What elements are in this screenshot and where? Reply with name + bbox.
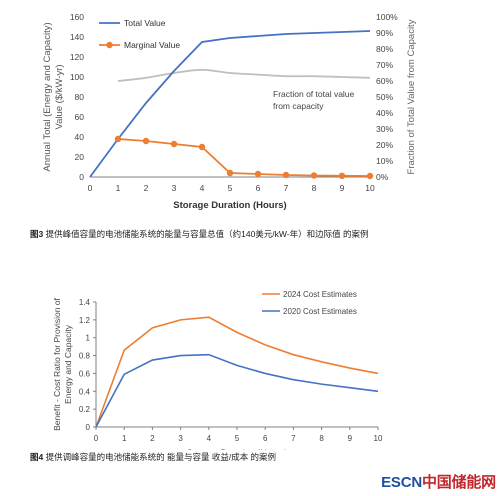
figure-4-caption-text: 提供调峰容量的电池储能系统的 能量与容量 收益/成本 的案例 <box>45 452 277 462</box>
y-tick-label: 1.4 <box>79 298 91 307</box>
y-tick-label: 1 <box>86 334 91 343</box>
x-tick-label: 5 <box>228 183 233 193</box>
marginal-value-point <box>310 172 318 179</box>
y-axis-title-line-2: Energy and Capacity <box>63 324 73 404</box>
figure-3-number: 图3 <box>30 229 44 239</box>
y-axis-title: Annual Total (Energy and Capacity)Value … <box>42 22 65 171</box>
y-tick-label: 0 <box>86 423 91 432</box>
y2-tick-label: 30% <box>376 124 393 134</box>
x-axis-title: Storage Duration (Hours) <box>173 200 286 211</box>
marginal-value-point <box>114 135 122 143</box>
y-tick-label: 40 <box>75 132 85 142</box>
cost-2020-line <box>95 353 379 428</box>
y-tick-label: 0 <box>79 172 84 182</box>
x-tick-label: 1 <box>116 183 121 193</box>
y-tick-label: 20 <box>75 152 85 162</box>
y2-tick-label: 0% <box>376 172 389 182</box>
annotation-line-1: Fraction of total value <box>273 89 355 99</box>
y-axis-title-line-2: Value ($/kW-yr) <box>54 64 65 129</box>
legend-marginal-value-marker <box>106 41 113 49</box>
x-tick-label: 2 <box>144 183 149 193</box>
legend-total-value-label: Total Value <box>124 18 166 28</box>
y-axis-title: Benefit - Cost Ratio for Provision ofEne… <box>52 297 73 430</box>
y2-tick-label: 10% <box>376 156 393 166</box>
marginal-value-point <box>142 137 150 145</box>
chart-total-marginal-value: 0204060801001201401600%10%20%30%40%50%60… <box>42 12 417 211</box>
x-tick-label: 10 <box>374 434 383 443</box>
figure-4-caption: 图4 提供调峰容量的电池储能系统的 能量与容量 收益/成本 的案例 <box>30 451 276 463</box>
marginal-value-point <box>170 140 178 148</box>
legend-marginal-value-label: Marginal Value <box>124 40 180 50</box>
y2-tick-label: 100% <box>376 12 398 22</box>
y2-tick-label: 40% <box>376 108 393 118</box>
y-axis-title-line-1: Annual Total (Energy and Capacity) <box>42 22 53 171</box>
x-tick-label: 1 <box>122 434 127 443</box>
x-tick-label: 3 <box>178 434 183 443</box>
y-tick-label: 160 <box>70 12 84 22</box>
y-tick-label: 0.2 <box>79 405 91 414</box>
logo-cn-text: 中国储能网 <box>421 474 496 491</box>
legend-2024-label: 2024 Cost Estimates <box>283 290 357 299</box>
x-tick-label: 7 <box>284 183 289 193</box>
marginal-value-point <box>338 172 346 179</box>
y-tick-label: 0.6 <box>79 369 91 378</box>
y2-tick-label: 90% <box>376 28 393 38</box>
x-tick-label: 0 <box>88 183 93 193</box>
x-axis-title: Storage Duration (Hours) <box>187 448 288 450</box>
figure-3-caption-text: 提供峰值容量的电池储能系统的能量与容量总值（约140美元/kW-年）和边际值 的… <box>45 229 369 239</box>
chart-benefit-cost-ratio: 0 0.2 0.4 0.6 0.8 1 1.2 1.4 0 1 2 3 4 5 6 7 8 9 10 Storage … <box>52 290 383 450</box>
marginal-value-line <box>117 138 371 177</box>
y2-tick-label: 20% <box>376 140 393 150</box>
total-value-line <box>89 30 371 178</box>
x-tick-label: 8 <box>319 434 324 443</box>
y-tick-label: 0.8 <box>79 352 91 361</box>
y2-tick-label: 50% <box>376 92 393 102</box>
capacity-fraction-line <box>117 68 371 82</box>
x-tick-label: 9 <box>340 183 345 193</box>
y-axis-title-line-1: Benefit - Cost Ratio for Provision of <box>52 297 62 430</box>
y-tick-label: 80 <box>75 92 85 102</box>
figure-3-caption: 图3 提供峰值容量的电池储能系统的能量与容量总值（约140美元/kW-年）和边际… <box>30 228 368 240</box>
cost-2024-line <box>95 316 379 428</box>
escn-logo: ESCN中国储能网 <box>381 471 496 492</box>
marginal-value-point <box>226 169 234 177</box>
x-tick-label: 4 <box>207 434 212 443</box>
figure-4-number: 图4 <box>30 452 44 462</box>
y-tick-label: 60 <box>75 112 85 122</box>
marginal-value-point <box>254 170 262 178</box>
y-tick-label: 1.2 <box>79 316 91 325</box>
logo-escn: ESCN <box>381 474 422 491</box>
x-tick-label: 3 <box>172 183 177 193</box>
capacity-fraction-annotation: Fraction of total value from capacity <box>273 89 355 111</box>
y2-tick-label: 60% <box>376 76 393 86</box>
x-tick-label: 6 <box>256 183 261 193</box>
x-tick-label: 6 <box>263 434 268 443</box>
x-tick-label: 0 <box>94 434 99 443</box>
marginal-value-point <box>282 171 290 179</box>
x-tick-label: 9 <box>348 434 353 443</box>
y-tick-label: 100 <box>70 72 84 82</box>
x-tick-label: 10 <box>365 183 375 193</box>
annotation-line-2: from capacity <box>273 101 324 111</box>
marginal-value-point <box>198 143 206 151</box>
y2-axis-title: Fraction of Total Value from Capacity <box>406 19 417 174</box>
x-tick-label: 2 <box>150 434 155 443</box>
y-tick-label: 140 <box>70 32 84 42</box>
x-tick-label: 4 <box>200 183 205 193</box>
marginal-value-point <box>366 172 374 180</box>
legend-2020-label: 2020 Cost Estimates <box>283 307 357 316</box>
x-tick-label: 7 <box>291 434 296 443</box>
y-tick-label: 0.4 <box>79 387 91 396</box>
y2-tick-label: 80% <box>376 44 393 54</box>
x-tick-label: 5 <box>235 434 240 443</box>
x-tick-label: 8 <box>312 183 317 193</box>
y-tick-label: 120 <box>70 52 84 62</box>
y2-tick-label: 70% <box>376 60 393 70</box>
